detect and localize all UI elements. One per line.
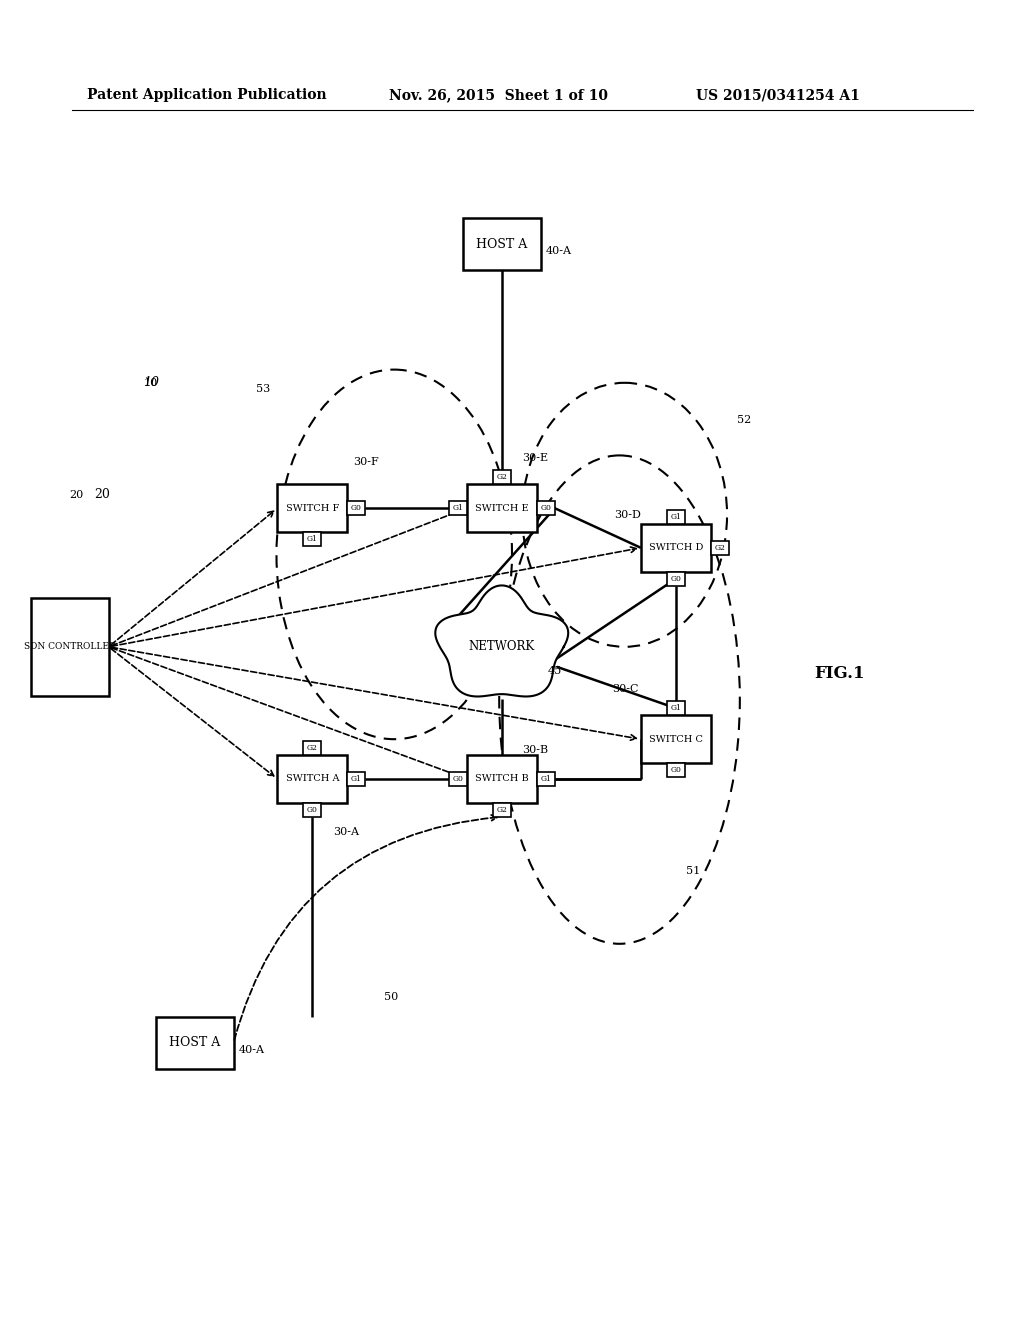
Text: 10: 10 — [143, 378, 158, 388]
Text: G0: G0 — [671, 766, 681, 775]
Bar — [303, 532, 322, 546]
Text: Nov. 26, 2015  Sheet 1 of 10: Nov. 26, 2015 Sheet 1 of 10 — [389, 88, 608, 102]
Text: 53: 53 — [256, 384, 270, 395]
Text: SWITCH A: SWITCH A — [286, 775, 339, 783]
Text: SWITCH C: SWITCH C — [649, 735, 702, 743]
Text: 52: 52 — [737, 414, 752, 425]
Text: 50: 50 — [384, 991, 398, 1002]
Bar — [347, 772, 366, 785]
Bar — [303, 803, 322, 817]
Text: SWITCH E: SWITCH E — [475, 504, 528, 512]
Text: 20: 20 — [94, 488, 111, 502]
Bar — [303, 741, 322, 755]
Bar — [667, 510, 685, 524]
Text: 30-C: 30-C — [612, 684, 639, 694]
Text: G2: G2 — [307, 743, 317, 752]
Bar — [711, 541, 729, 554]
Text: G2: G2 — [497, 473, 507, 482]
Bar — [31, 598, 109, 696]
Text: G0: G0 — [541, 504, 551, 512]
Bar — [667, 763, 685, 777]
Bar — [493, 470, 511, 484]
Text: 30-F: 30-F — [353, 457, 379, 467]
Text: FIG.1: FIG.1 — [814, 665, 864, 681]
Bar — [537, 772, 555, 785]
Text: G1: G1 — [541, 775, 551, 783]
Bar — [537, 502, 555, 515]
Text: HOST A: HOST A — [169, 1036, 220, 1049]
Bar — [667, 572, 685, 586]
Text: G1: G1 — [671, 512, 681, 521]
Text: G2: G2 — [497, 805, 507, 814]
Bar — [449, 772, 467, 785]
Bar — [156, 1016, 233, 1069]
Text: 45: 45 — [548, 665, 562, 676]
Bar — [463, 218, 541, 271]
Text: Patent Application Publication: Patent Application Publication — [87, 88, 327, 102]
Text: 51: 51 — [686, 866, 700, 876]
Bar — [278, 755, 347, 803]
Text: NETWORK: NETWORK — [469, 640, 535, 653]
Text: SWITCH D: SWITCH D — [648, 544, 703, 552]
Text: G1: G1 — [351, 775, 361, 783]
Text: HOST A: HOST A — [476, 238, 527, 251]
Text: G1: G1 — [453, 504, 463, 512]
Bar — [641, 715, 711, 763]
Text: G0: G0 — [307, 805, 317, 814]
Text: 10: 10 — [143, 376, 160, 389]
Bar — [467, 755, 537, 803]
Bar — [449, 502, 467, 515]
Text: 30-B: 30-B — [522, 744, 549, 755]
Text: 40-A: 40-A — [546, 247, 571, 256]
Text: G0: G0 — [671, 574, 681, 583]
Text: 30-E: 30-E — [522, 453, 549, 463]
Text: G0: G0 — [351, 504, 361, 512]
Text: G1: G1 — [307, 535, 317, 544]
Bar — [278, 484, 347, 532]
Text: 20: 20 — [70, 490, 84, 500]
Polygon shape — [435, 586, 568, 697]
Text: G0: G0 — [453, 775, 463, 783]
Text: SWITCH B: SWITCH B — [475, 775, 528, 783]
Text: 30-D: 30-D — [614, 510, 641, 520]
Text: 40-A: 40-A — [239, 1045, 264, 1055]
Bar — [641, 524, 711, 572]
Text: G1: G1 — [671, 704, 681, 713]
Bar — [667, 701, 685, 715]
Text: G2: G2 — [715, 544, 725, 552]
Bar — [467, 484, 537, 532]
Text: 30-A: 30-A — [333, 826, 358, 837]
Text: SDN CONTROLLER: SDN CONTROLLER — [24, 643, 116, 651]
Text: SWITCH F: SWITCH F — [286, 504, 339, 512]
Bar — [347, 502, 366, 515]
Text: US 2015/0341254 A1: US 2015/0341254 A1 — [696, 88, 860, 102]
Bar — [493, 803, 511, 817]
